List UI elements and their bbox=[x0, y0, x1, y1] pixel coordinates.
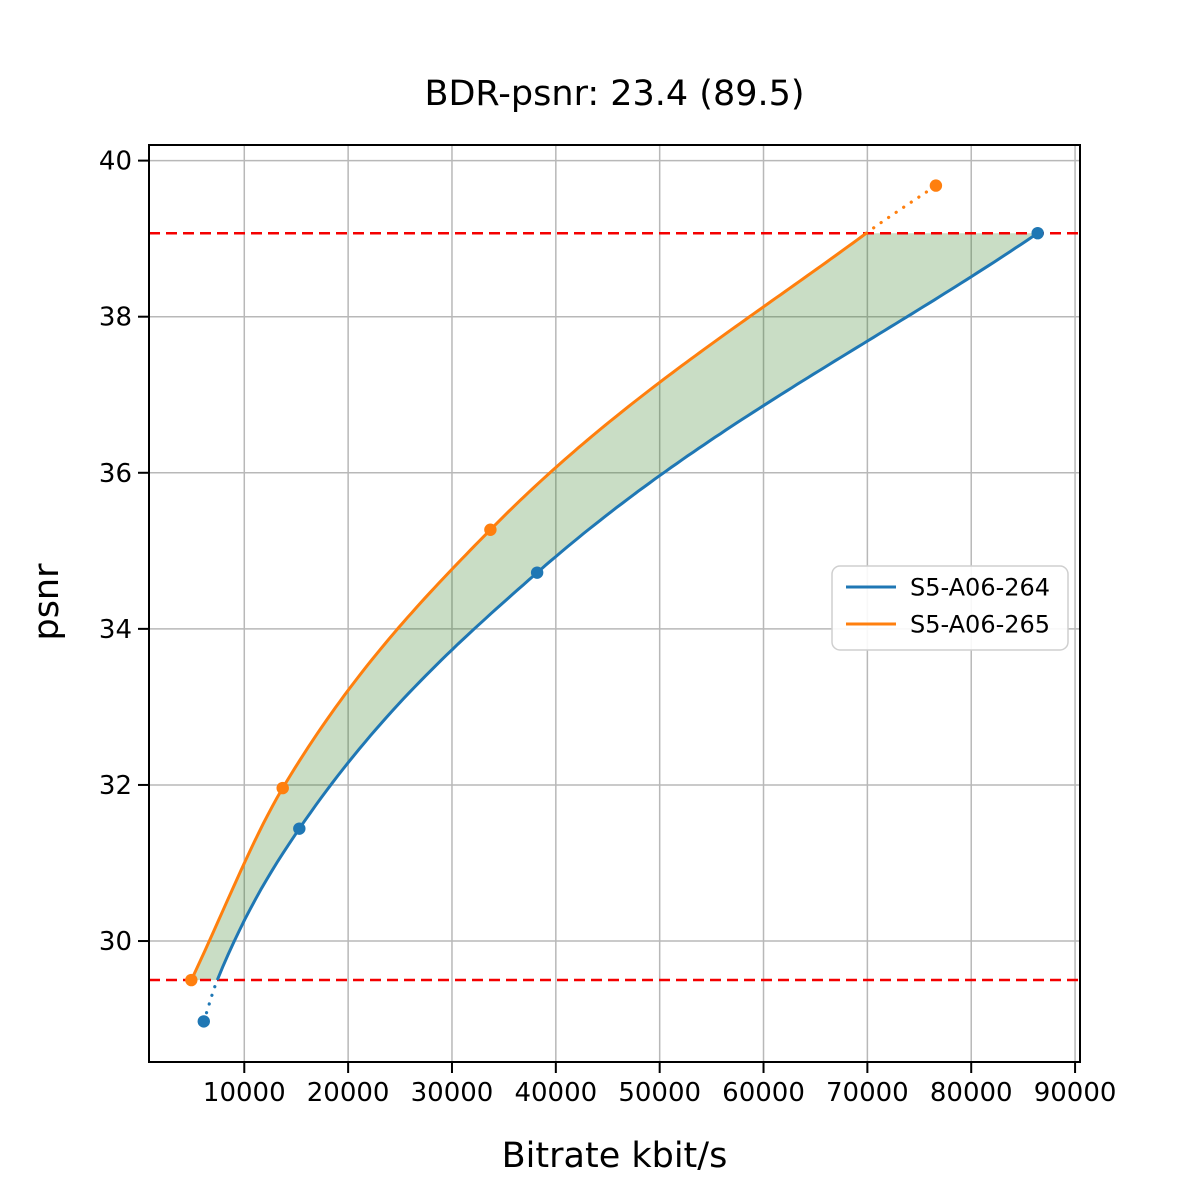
legend-entry-s5-a06-264: S5-A06-264 bbox=[846, 574, 1050, 602]
data-point-marker-s5-a06-265 bbox=[276, 781, 289, 795]
series-line-s5-a06-265 bbox=[189, 231, 868, 981]
data-point-marker-s5-a06-264 bbox=[530, 566, 544, 579]
legend-entry-s5-a06-265: S5-A06-265 bbox=[846, 611, 1050, 639]
y-tick-label: 30 bbox=[99, 927, 132, 957]
data-point-marker-s5-a06-265 bbox=[929, 179, 943, 192]
legend: S5-A06-264 S5-A06-265 bbox=[831, 565, 1069, 651]
data-point-marker-s5-a06-264 bbox=[293, 822, 306, 835]
x-tick-label: 60000 bbox=[722, 1078, 805, 1108]
y-tick-label: 32 bbox=[99, 771, 132, 801]
y-tick-label: 40 bbox=[99, 147, 132, 177]
x-tick-label: 10000 bbox=[203, 1078, 286, 1108]
data-point-marker-s5-a06-265 bbox=[185, 973, 198, 987]
data-point-marker-s5-a06-264 bbox=[1031, 226, 1044, 240]
y-axis-label: psnr bbox=[27, 563, 67, 641]
x-tick-label: 80000 bbox=[930, 1078, 1013, 1108]
x-tick-label: 50000 bbox=[618, 1078, 701, 1108]
legend-label: S5-A06-264 bbox=[910, 574, 1050, 602]
legend-label: S5-A06-265 bbox=[910, 611, 1050, 639]
x-tick-label: 30000 bbox=[411, 1078, 494, 1108]
x-tick-label: 20000 bbox=[307, 1078, 390, 1108]
y-tick-label: 36 bbox=[99, 459, 132, 489]
y-tick-label: 34 bbox=[99, 615, 132, 645]
series-extrapolation-s5-a06-265 bbox=[864, 184, 938, 235]
series-extrapolation-s5-a06-264 bbox=[202, 978, 219, 1023]
x-axis-label: Bitrate kbit/s bbox=[501, 1136, 728, 1176]
y-tick-label: 38 bbox=[99, 303, 132, 333]
plot-area-border bbox=[148, 144, 1081, 1063]
chart-title: BDR-psnr: 23.4 (89.5) bbox=[424, 74, 805, 114]
data-point-marker-s5-a06-264 bbox=[197, 1015, 210, 1028]
x-tick-label: 40000 bbox=[514, 1078, 597, 1108]
x-tick-label: 90000 bbox=[1034, 1078, 1117, 1108]
series-line-s5-a06-264 bbox=[215, 231, 1039, 981]
data-point-marker-s5-a06-265 bbox=[484, 523, 497, 536]
x-tick-label: 70000 bbox=[826, 1078, 909, 1108]
